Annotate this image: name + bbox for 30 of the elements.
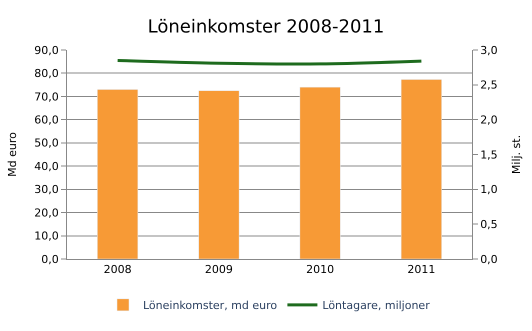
- y2-tick-label: 0,5: [480, 218, 498, 232]
- legend-label: Löneinkomster, md euro: [143, 299, 278, 312]
- bar: [300, 86, 341, 259]
- x-tick-label: 2011: [407, 263, 436, 276]
- y-tick-label: 90,0: [34, 44, 59, 57]
- y2-tick-label: 0,0: [480, 252, 498, 266]
- y-tick-label: 30,0: [34, 183, 59, 196]
- legend-label: Löntagare, miljoner: [322, 299, 430, 312]
- y-axis-title: Md euro: [6, 132, 19, 177]
- y2-tick-label: 1,0: [480, 183, 498, 196]
- y-tick-label: 70,0: [34, 90, 59, 104]
- x-tick-label: 2010: [306, 263, 334, 276]
- y-tick-label: 50,0: [34, 136, 59, 150]
- x-tick-label: 2008: [104, 263, 132, 276]
- y2-tick-label: 3,0: [480, 44, 498, 57]
- y-tick-label: 20,0: [34, 206, 59, 220]
- y2-axis-title: Milj. st.: [510, 134, 523, 174]
- chart-title: Löneinkomster 2008-2011: [148, 16, 384, 38]
- y-tick-label: 40,0: [34, 160, 59, 173]
- y2-tick-label: 1,5: [480, 148, 498, 162]
- y-tick-label: 60,0: [34, 114, 59, 127]
- bar: [97, 89, 138, 259]
- y-tick-label: 0,0: [41, 252, 59, 266]
- x-tick-label: 2009: [204, 263, 233, 276]
- y-tick-label: 10,0: [34, 230, 59, 243]
- y2-tick-label: 2,5: [480, 78, 498, 92]
- y-tick-label: 80,0: [34, 67, 59, 80]
- y2-tick-label: 2,0: [480, 114, 498, 127]
- bar: [198, 90, 240, 259]
- bar: [400, 79, 442, 259]
